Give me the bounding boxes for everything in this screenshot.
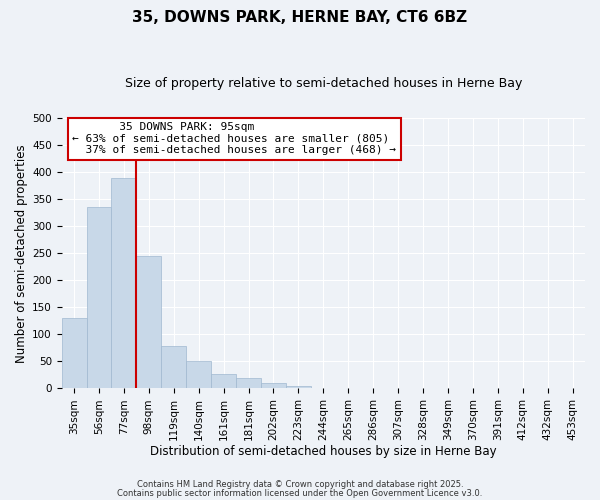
Bar [112, 178, 136, 388]
Bar [236, 378, 261, 388]
Bar [86, 208, 112, 388]
Bar [286, 386, 311, 388]
Y-axis label: Number of semi-detached properties: Number of semi-detached properties [15, 144, 28, 362]
Bar [62, 318, 86, 388]
X-axis label: Distribution of semi-detached houses by size in Herne Bay: Distribution of semi-detached houses by … [150, 444, 497, 458]
Bar [186, 362, 211, 388]
Bar [211, 374, 236, 388]
Text: Contains public sector information licensed under the Open Government Licence v3: Contains public sector information licen… [118, 488, 482, 498]
Text: 35 DOWNS PARK: 95sqm
← 63% of semi-detached houses are smaller (805)
  37% of se: 35 DOWNS PARK: 95sqm ← 63% of semi-detac… [72, 122, 396, 156]
Bar [161, 346, 186, 389]
Text: Contains HM Land Registry data © Crown copyright and database right 2025.: Contains HM Land Registry data © Crown c… [137, 480, 463, 489]
Bar [261, 383, 286, 388]
Title: Size of property relative to semi-detached houses in Herne Bay: Size of property relative to semi-detach… [125, 78, 522, 90]
Text: 35, DOWNS PARK, HERNE BAY, CT6 6BZ: 35, DOWNS PARK, HERNE BAY, CT6 6BZ [133, 10, 467, 25]
Bar [136, 256, 161, 388]
